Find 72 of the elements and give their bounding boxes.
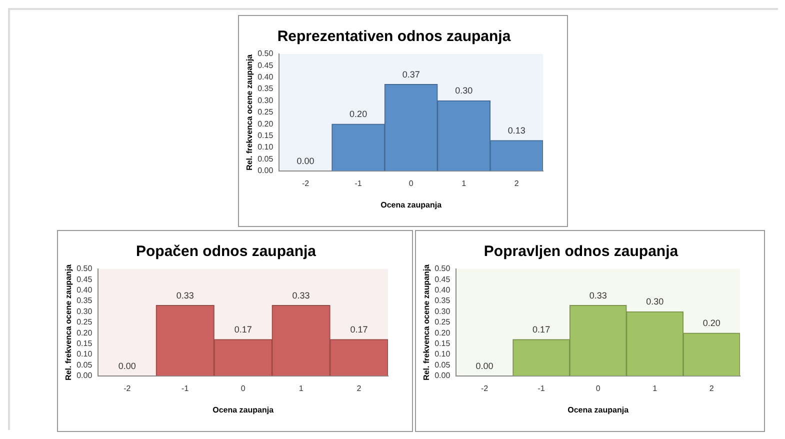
y-tick-label: 0.10	[76, 350, 93, 359]
y-tick-label: 0.00	[434, 371, 451, 380]
data-label: 0.17	[234, 324, 252, 334]
y-tick-label: 0.50	[258, 49, 274, 58]
y-tick-label: 0.20	[434, 328, 451, 338]
x-tick-label: -1	[354, 178, 362, 188]
x-tick-label: 2	[514, 178, 520, 188]
data-label: 0.17	[350, 324, 368, 334]
data-label: 0.20	[350, 109, 368, 120]
data-label: 0.20	[702, 318, 720, 328]
y-tick-label: 0.20	[76, 328, 93, 338]
data-label: 0.33	[292, 290, 310, 300]
data-label: 0.30	[455, 86, 473, 96]
chart-title: Popravljen odnos zaupanja	[484, 243, 679, 260]
data-label: 0.33	[589, 290, 607, 300]
y-tick-label: 0.05	[258, 154, 274, 164]
data-label: 0.13	[508, 125, 526, 136]
y-tick-label: 0.50	[76, 264, 93, 274]
y-tick-label: 0.25	[434, 318, 451, 327]
y-tick-label: 0.35	[76, 296, 93, 306]
data-label: 0.17	[532, 324, 550, 334]
x-tick-label: 2	[356, 384, 362, 393]
y-tick-label: 0.05	[76, 360, 93, 370]
y-tick-label: 0.45	[258, 60, 274, 70]
y-tick-label: 0.00	[76, 371, 93, 380]
x-tick-label: 0	[408, 178, 414, 188]
data-label: 0.33	[176, 290, 194, 300]
x-axis-title: Ocena zaupanja	[568, 405, 630, 414]
x-tick-label: 1	[652, 384, 658, 393]
y-tick-label: 0.05	[434, 360, 451, 370]
x-tick-label: -2	[480, 384, 489, 393]
y-tick-label: 0.15	[76, 338, 93, 348]
data-label: 0.00	[476, 360, 494, 371]
y-tick-label: 0.30	[434, 306, 451, 316]
x-tick-label: 0	[596, 384, 601, 393]
y-tick-label: 0.45	[434, 274, 451, 284]
data-label: 0.00	[118, 360, 136, 371]
data-label: 0.00	[296, 156, 314, 166]
x-tick-label: -1	[182, 384, 190, 393]
y-tick-label: 0.00	[258, 166, 274, 176]
x-tick-label: -2	[302, 178, 310, 188]
chart-title: Popačen odnos zaupanja	[136, 243, 317, 260]
x-tick-label: -1	[538, 384, 546, 393]
x-tick-label: 1	[462, 178, 467, 188]
y-tick-label: 0.25	[258, 108, 274, 117]
chart-title: Reprezentativen odnos zaupanja	[277, 28, 512, 46]
x-axis-title: Ocena zaupanja	[380, 200, 442, 210]
y-tick-label: 0.35	[434, 296, 451, 306]
y-axis-title: Rel. frekvenca ocene zaupanja	[245, 54, 254, 170]
x-tick-label: -2	[124, 384, 132, 393]
y-tick-label: 0.20	[258, 119, 274, 128]
x-tick-label: 2	[709, 384, 714, 393]
y-tick-label: 0.30	[258, 96, 274, 105]
y-tick-label: 0.50	[434, 264, 451, 274]
y-tick-label: 0.15	[258, 130, 274, 140]
y-tick-label: 0.40	[434, 286, 451, 295]
data-label: 0.37	[402, 69, 420, 80]
data-label: 0.30	[646, 296, 664, 307]
y-tick-label: 0.45	[76, 274, 93, 284]
x-tick-label: 0	[240, 384, 246, 393]
y-axis-title: Rel. frekvenca ocene zaupanja	[64, 264, 74, 380]
x-tick-label: 1	[298, 384, 304, 393]
x-axis-title: Ocena zaupanja	[212, 405, 274, 414]
y-tick-label: 0.40	[76, 286, 93, 295]
y-tick-label: 0.10	[258, 142, 274, 152]
y-tick-label: 0.15	[434, 338, 451, 348]
y-axis-title: Rel. frekvenca ocene zaupanja	[422, 264, 432, 380]
y-tick-label: 0.10	[434, 350, 451, 359]
y-tick-label: 0.40	[258, 72, 274, 82]
y-tick-label: 0.25	[76, 318, 93, 327]
y-tick-label: 0.35	[258, 84, 274, 94]
y-tick-label: 0.30	[76, 306, 93, 316]
